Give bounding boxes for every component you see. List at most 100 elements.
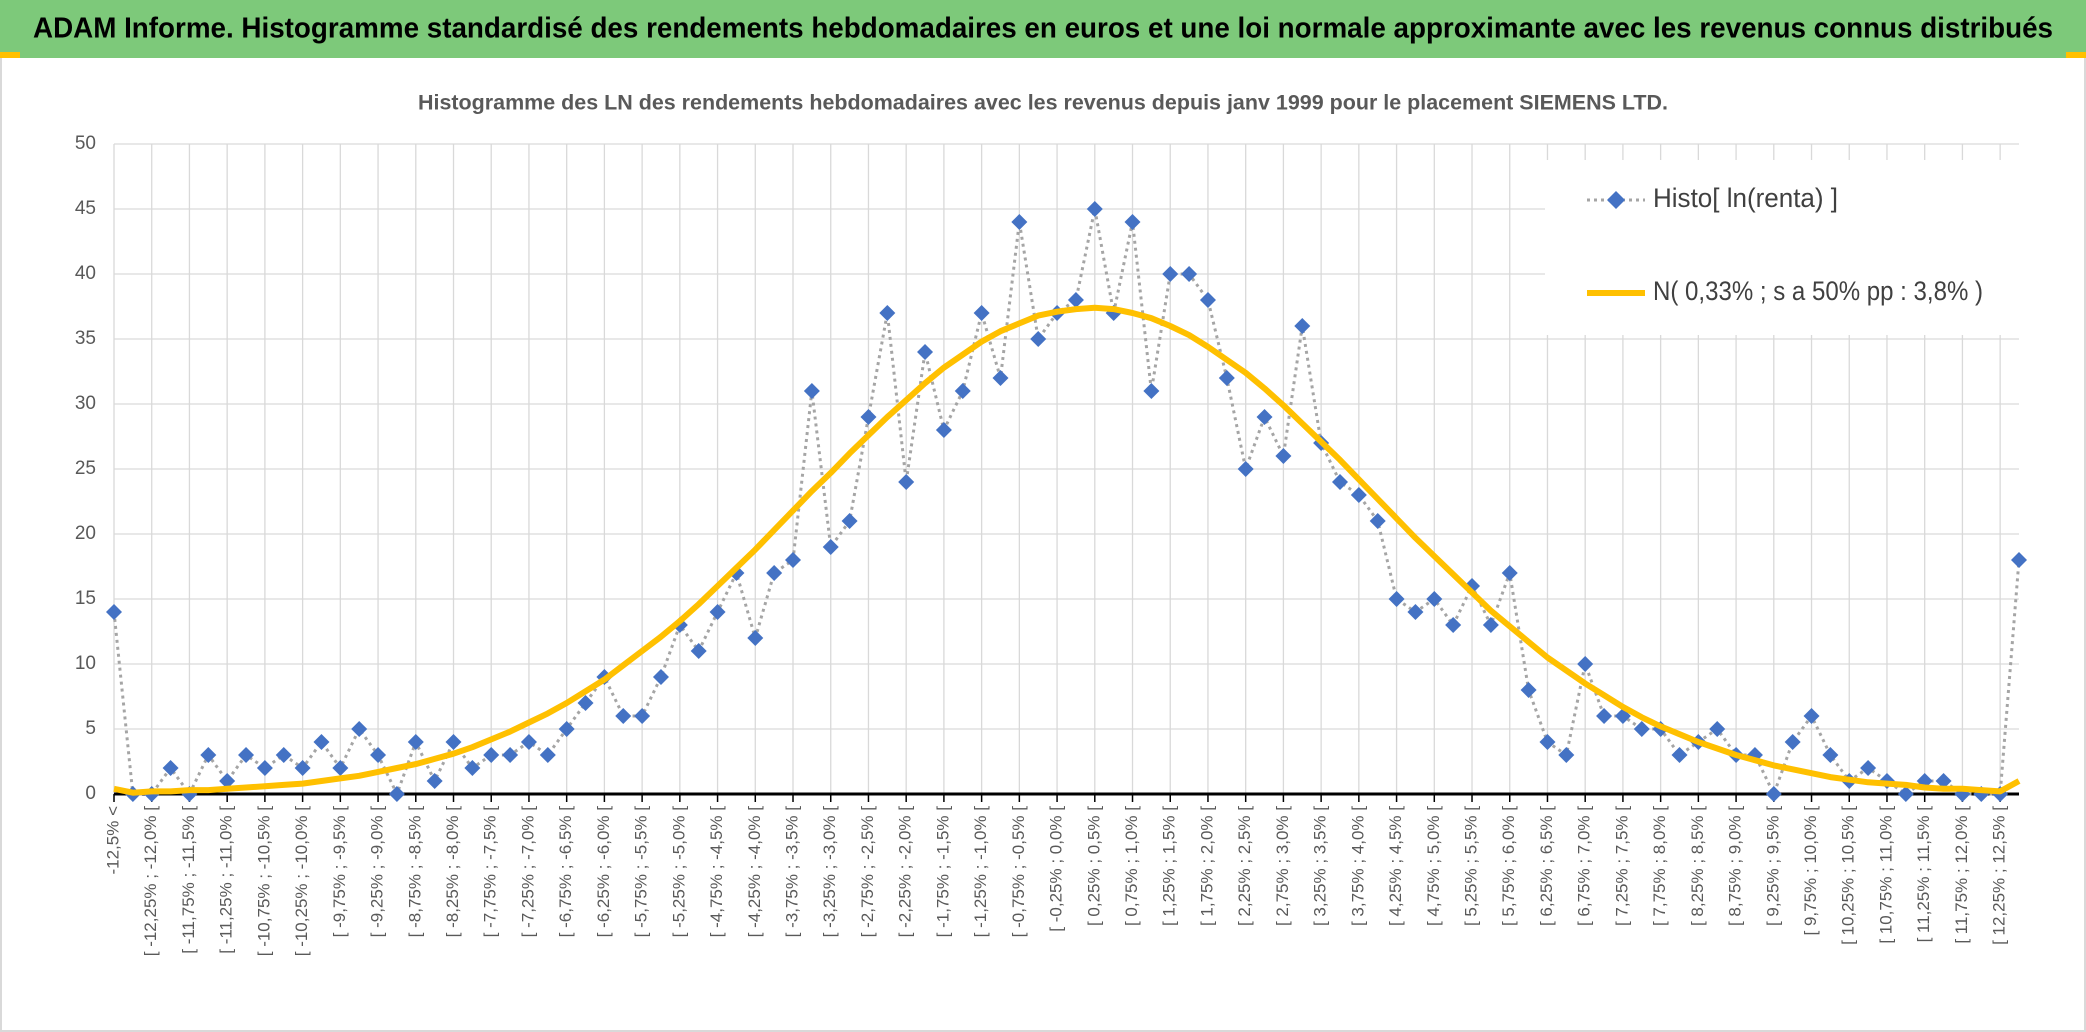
x-tick-label: [ 10,25% ; 10,5% [ [1839,806,1858,945]
y-tick-label: 40 [75,263,96,284]
x-tick-label: [ -0,25% ; 0,0% [ [1047,806,1066,932]
plot-area [106,201,2027,802]
x-tick-label: [ 2,75% ; 3,0% [ [1273,806,1292,926]
y-tick-label: 30 [75,393,96,414]
data-point [1501,565,1518,581]
x-tick-label: [ 9,25% ; 9,5% [ [1763,806,1782,926]
data-point [1445,617,1462,633]
data-point [1482,617,1499,633]
x-tick-label: [ 1,75% ; 2,0% [ [1197,806,1216,926]
x-tick-label: [ 0,75% ; 1,0% [ [1122,806,1141,926]
data-point [1388,591,1405,607]
x-tick-label: [ -11,75% ; -11,5% [ [179,806,198,954]
data-point [615,708,632,724]
x-tick-label: [ -10,25% ; -10,0% [ [292,806,311,957]
data-point [898,474,915,490]
data-point [1784,734,1801,750]
data-point [803,383,820,399]
data-point [407,734,424,750]
data-point [1822,747,1839,763]
x-tick-label: [ -10,75% ; -10,5% [ [254,806,273,957]
data-point [1558,747,1575,763]
data-point [822,539,839,555]
data-point [1935,773,1952,789]
x-tick-label: [ 6,75% ; 7,0% [ [1575,806,1594,926]
data-point [1369,513,1386,529]
data-point [1350,487,1367,503]
data-point [200,747,217,763]
data-point [935,422,952,438]
data-point [634,708,651,724]
x-tick-label: [ 6,25% ; 6,5% [ [1537,806,1556,926]
x-tick-label: [ -11,25% ; -11,0% [ [217,806,236,954]
y-tick-label: 35 [75,328,96,349]
data-point [879,305,896,321]
x-tick-label: [ -3,75% ; -3,5% [ [782,806,801,938]
data-point [917,344,934,360]
data-point [1256,409,1273,425]
data-point [1407,604,1424,620]
data-point [219,773,236,789]
data-point [1331,474,1348,490]
x-tick-label: [ 5,75% ; 6,0% [ [1499,806,1518,926]
legend-label: Histo[ ln(renta) ] [1653,183,1838,213]
x-tick-label: [ -6,75% ; -6,5% [ [556,806,575,938]
data-point [464,760,481,776]
x-tick-label: [ -1,75% ; -1,5% [ [933,806,952,938]
y-tick-label: 10 [75,653,96,674]
x-tick-label: [ 9,75% ; 10,0% [ [1801,806,1820,936]
data-point [1067,292,1084,308]
legend-box [1545,160,2025,335]
data-point [1577,656,1594,672]
data-point [2011,552,2027,568]
x-tick-label: [ -8,25% ; -8,0% [ [443,806,462,938]
data-point [106,604,122,620]
x-tick-label: [ -2,75% ; -2,5% [ [858,806,877,938]
x-tick-label: [ -2,25% ; -2,0% [ [896,806,915,938]
data-point [1426,591,1443,607]
data-point [1539,734,1556,750]
data-point [860,409,877,425]
data-point [1520,682,1537,698]
data-point [1275,448,1292,464]
series-line-dotted [112,207,2021,796]
data-point [1181,266,1198,282]
x-tick-label: [ -7,25% ; -7,0% [ [518,806,537,938]
data-point [294,760,311,776]
data-point [539,747,556,763]
x-tick-label: [ -6,25% ; -6,0% [ [594,806,613,938]
y-tick-label: 50 [75,133,96,154]
data-point [483,747,500,763]
x-tick-label: [ -3,25% ; -3,0% [ [820,806,839,938]
data-point [332,760,349,776]
data-point [1199,292,1216,308]
y-tick-label: 25 [75,458,96,479]
data-point [766,565,783,581]
data-point [1671,747,1688,763]
x-tick-label: [ 3,75% ; 4,0% [ [1348,806,1367,926]
y-tick-label: 0 [85,783,96,804]
chart-title: ADAM Informe. Histogramme standardisé de… [33,13,2053,45]
data-point [1860,760,1877,776]
data-point [313,734,330,750]
data-point [1633,721,1650,737]
y-tick-label: 45 [75,198,96,219]
y-tick-label: 20 [75,523,96,544]
data-point [1162,266,1179,282]
data-point [1803,708,1820,724]
data-point [1143,383,1160,399]
x-tick-label: [ -4,75% ; -4,5% [ [707,806,726,938]
legend-swatch-marker [1607,191,1625,209]
data-point [709,604,726,620]
banner-accent [0,52,20,58]
data-point [577,695,594,711]
data-point [558,721,575,737]
data-point [445,734,462,750]
data-point [162,760,179,776]
data-point [1011,214,1028,230]
data-point [502,747,519,763]
data-point [785,552,802,568]
x-tick-label: [ 8,25% ; 8,5% [ [1688,806,1707,926]
series-line [113,304,2021,796]
